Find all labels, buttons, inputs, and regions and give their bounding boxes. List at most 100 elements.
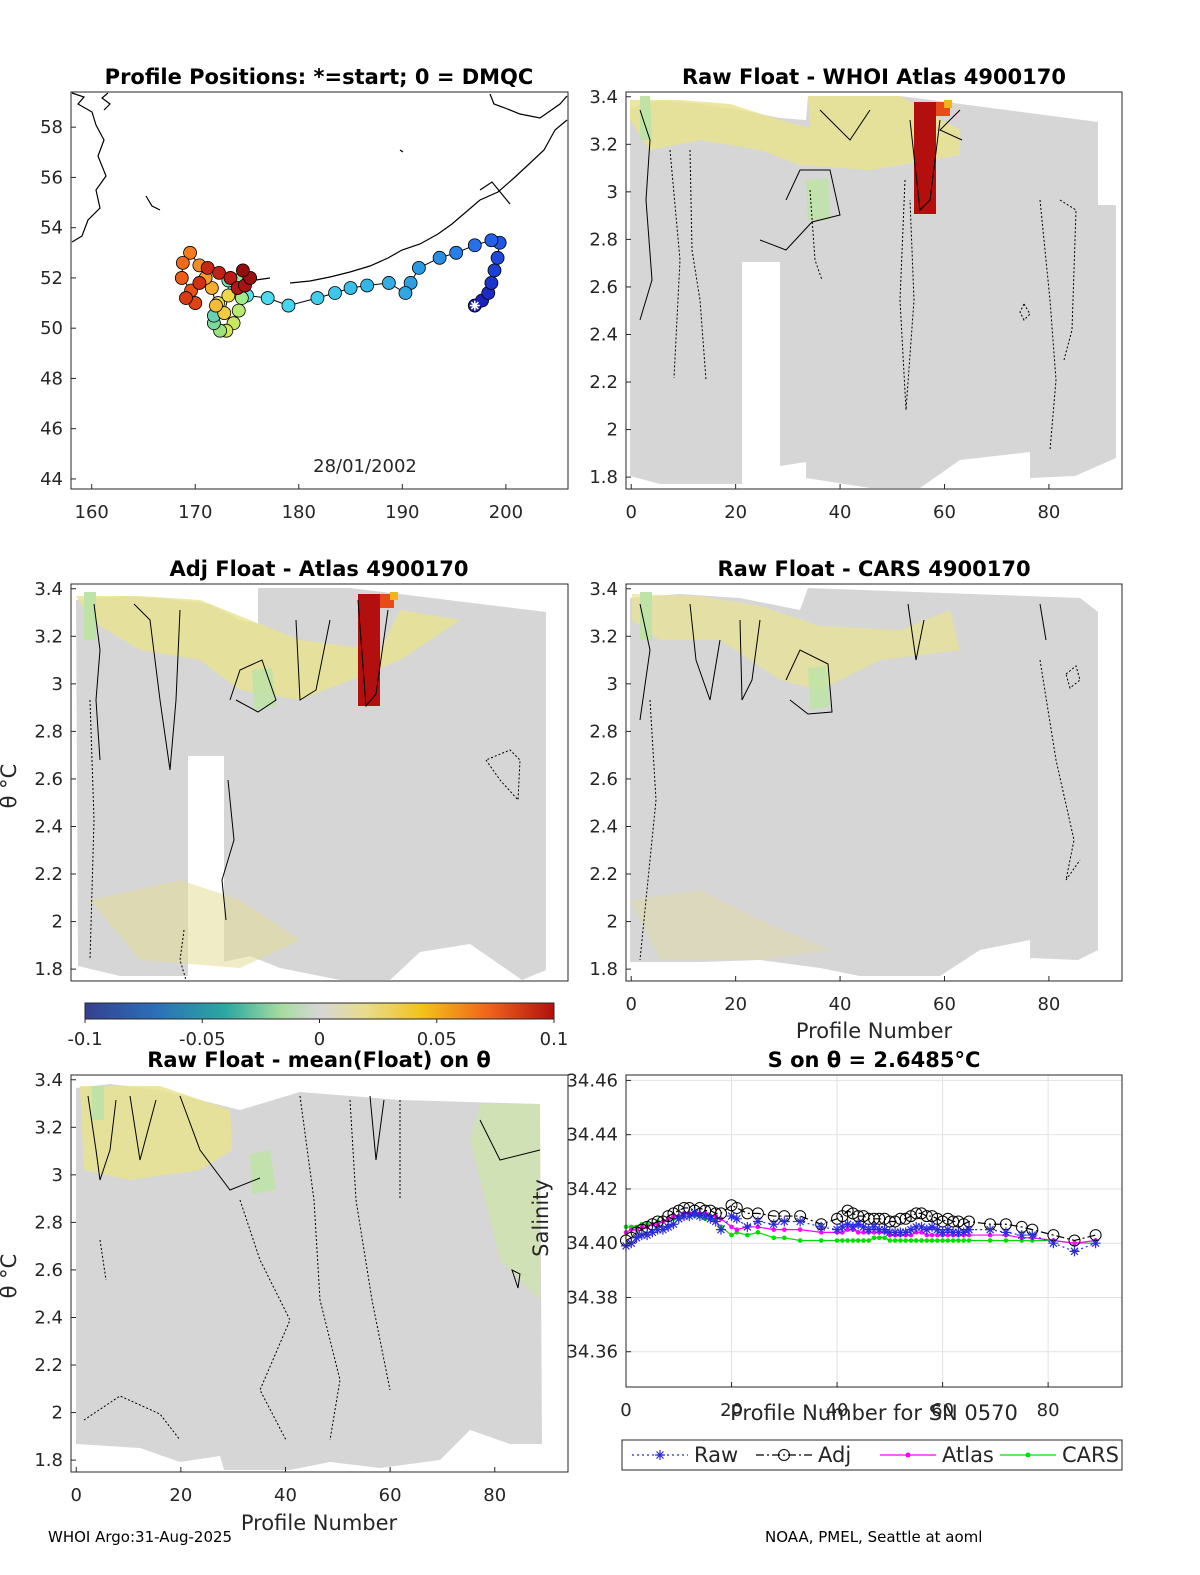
profile-positions-map: Profile Positions: *=start; 0 = DMQC 28/… [40, 65, 569, 523]
map-profile-point [179, 291, 193, 305]
raw-cars-field [630, 588, 1098, 976]
point-atlas [729, 1224, 734, 1230]
point-raw [858, 1221, 869, 1232]
salinity-panel: S on θ = 2.6485°C 0 20 40 60 80 34.36 34.38 34… [529, 1048, 1123, 1471]
salinity-xtick-label: 60 [931, 1400, 954, 1421]
raw-cars-ytick-label: 3 [607, 674, 618, 695]
point-raw [921, 1224, 932, 1235]
raw-atlas-ytick-label: 2.8 [589, 229, 618, 250]
point-raw [684, 1211, 695, 1222]
point-cars [919, 1238, 924, 1243]
point-raw [842, 1219, 853, 1230]
map-profile-point [200, 260, 215, 275]
raw-cars-xtick-label: 80 [1037, 994, 1060, 1015]
point-raw [942, 1224, 953, 1235]
raw-mean-ytick-label: 2.8 [34, 1212, 63, 1233]
raw-mean-ytick-label: 2 [52, 1403, 63, 1424]
point-atlas [845, 1227, 850, 1232]
point-raw [647, 1227, 658, 1238]
raw-atlas-ytick-label: 2 [607, 420, 618, 441]
map-profile-point [260, 291, 275, 305]
point-cars [987, 1238, 993, 1243]
raw-mean-panel: Raw Float - mean(Float) on θ 0 20 40 60 8 [0, 1048, 569, 1535]
point-cars [929, 1238, 935, 1243]
map-ytick-label: 44 [40, 469, 63, 490]
raw-atlas-ytick-label: 2.2 [589, 372, 618, 393]
point-cars [781, 1235, 787, 1241]
point-raw [779, 1216, 790, 1227]
map-profile-point [360, 278, 375, 293]
point-cars [924, 1238, 930, 1243]
legend-marker-cars [1025, 1452, 1031, 1458]
point-raw [700, 1211, 711, 1222]
salinity-ytick-label: 34.38 [566, 1287, 618, 1308]
point-raw [668, 1219, 679, 1230]
point-raw [927, 1221, 938, 1232]
map-xtick-label: 160 [75, 502, 109, 523]
point-raw [731, 1213, 742, 1224]
raw-mean-ylabel: θ °C [0, 1254, 21, 1299]
map-profile-point [449, 245, 464, 260]
colorbar-tick-label: -0.1 [67, 1029, 102, 1050]
point-raw [895, 1227, 906, 1238]
point-raw [879, 1224, 890, 1235]
legend-label-atlas: Atlas [942, 1443, 994, 1467]
map-ytick-label: 52 [40, 268, 63, 289]
map-xtick-label: 180 [282, 502, 316, 523]
raw-cars-ytick-label: 3.2 [589, 626, 618, 647]
adj-atlas-ytick-label: 3.2 [34, 626, 63, 647]
colorbar-gradient [84, 1002, 555, 1020]
point-cars [892, 1238, 898, 1243]
raw-atlas-panel: Raw Float - WHOI Atlas 4900170 [589, 65, 1123, 523]
map-profile-point [212, 266, 226, 280]
point-adj [714, 1207, 727, 1220]
legend-marker-raw [655, 1450, 665, 1460]
raw-cars-ytick-label: 2.2 [589, 864, 618, 885]
legend-marker-adj [778, 1449, 790, 1461]
point-cars [855, 1238, 861, 1243]
salinity-ytick-label: 34.40 [566, 1233, 618, 1254]
colorbar-tick-label: 0.1 [540, 1029, 569, 1050]
point-raw [795, 1216, 806, 1227]
raw-mean-ytick-label: 2.6 [34, 1260, 63, 1281]
salinity-ytick-label: 34.42 [566, 1179, 618, 1200]
raw-mean-xtick-label: 60 [379, 1485, 402, 1506]
point-raw [853, 1219, 864, 1230]
point-atlas [840, 1230, 845, 1235]
point-raw [715, 1224, 726, 1235]
point-raw [963, 1224, 974, 1235]
point-cars [797, 1238, 803, 1243]
raw-mean-field [76, 1084, 542, 1470]
point-raw [1000, 1227, 1011, 1238]
raw-cars-xtick-label: 20 [724, 994, 747, 1015]
point-cars [940, 1238, 945, 1243]
point-atlas [771, 1227, 777, 1232]
point-atlas [919, 1230, 924, 1235]
point-raw [768, 1219, 779, 1230]
raw-mean-contours-dotted [83, 1095, 401, 1441]
map-profile-point [183, 245, 197, 260]
point-raw [911, 1221, 922, 1232]
adj-atlas-ytick-label: 1.8 [34, 959, 63, 980]
raw-atlas-xtick-label: 60 [933, 502, 956, 523]
raw-mean-contours [87, 1095, 541, 1289]
raw-atlas-ytick-label: 3.2 [589, 134, 618, 155]
point-raw [832, 1224, 843, 1235]
raw-atlas-ytick-label: 1.8 [589, 467, 618, 488]
point-atlas [913, 1230, 919, 1235]
point-raw [1016, 1230, 1027, 1241]
map-xtick-label: 190 [385, 502, 419, 523]
colorbar: -0.1 -0.05 0 0.05 0.1 [67, 1002, 569, 1050]
raw-cars-xtick-label: 40 [829, 994, 852, 1015]
adj-atlas-axes-box [70, 583, 569, 982]
map-profile-point [223, 271, 238, 285]
point-cars [818, 1238, 824, 1243]
point-cars [771, 1235, 777, 1241]
raw-mean-ytick-label: 2.2 [34, 1355, 63, 1376]
point-raw [847, 1221, 858, 1232]
legend-label-adj: Adj [818, 1443, 851, 1467]
raw-cars-title: Raw Float - CARS 4900170 [717, 557, 1030, 581]
point-raw [1027, 1230, 1038, 1241]
point-cars [882, 1235, 887, 1241]
point-atlas [935, 1232, 940, 1238]
